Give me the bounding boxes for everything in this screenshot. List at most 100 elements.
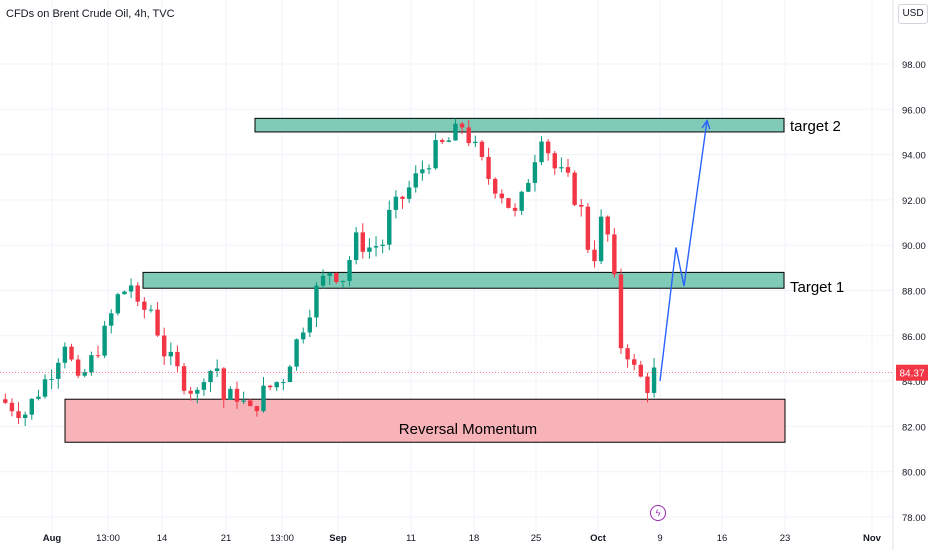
candle (360, 223, 365, 259)
candle (632, 353, 637, 371)
zone-label-target-2: target 2 (790, 118, 841, 135)
candle-body (559, 167, 564, 169)
candle-body (367, 247, 372, 252)
candle-body (307, 317, 313, 333)
candle-body (327, 272, 332, 276)
candle-body (360, 232, 365, 252)
candle (572, 170, 577, 207)
candle-body (406, 187, 412, 199)
candle-body (651, 367, 657, 393)
label-layer: Reversal Momentum Target 1 target 2 (399, 118, 844, 438)
candle-body (89, 355, 94, 373)
economic-event-icon[interactable]: ϟ (650, 505, 666, 521)
candle (208, 370, 213, 393)
candle-body (102, 325, 107, 356)
chart-title: CFDs on Brent Crude Oil, 4h, TVC (6, 8, 175, 20)
x-tick-label: 11 (406, 533, 416, 544)
candle-body (135, 285, 140, 302)
projection-layer (659, 119, 711, 382)
candle-body (3, 399, 8, 403)
candle-body (301, 332, 306, 340)
candle-body (479, 141, 485, 157)
candle (22, 411, 28, 426)
candle (585, 203, 591, 254)
candle-body (181, 366, 187, 391)
candle-body (393, 196, 399, 210)
candle-body (128, 285, 134, 292)
candle-body (506, 198, 511, 208)
candle (115, 292, 121, 316)
candle (294, 338, 299, 371)
candle-body (334, 272, 339, 283)
candle-body (466, 127, 471, 144)
candle-body (512, 207, 518, 211)
candle-body (287, 366, 293, 383)
candle (486, 147, 491, 185)
candle-body (16, 411, 21, 419)
x-tick-label: 21 (221, 533, 232, 544)
candle-body (598, 216, 604, 262)
candle-body (95, 355, 101, 357)
candle-body (420, 169, 425, 174)
x-tick-label: 25 (531, 533, 542, 544)
candle (334, 272, 339, 284)
candle-body (168, 351, 174, 357)
candle-body (400, 196, 405, 199)
candle-body (208, 370, 213, 383)
candle (625, 344, 630, 368)
candle (49, 369, 54, 390)
candle-body (62, 346, 68, 363)
candle (314, 282, 319, 327)
candle-body (122, 291, 127, 295)
candle-body (446, 140, 452, 142)
candle-body (347, 260, 352, 281)
candle-body (453, 123, 458, 141)
candle-body (572, 172, 577, 205)
candle-body (579, 204, 584, 207)
candle-body (638, 364, 644, 377)
candle (499, 189, 505, 204)
candle (466, 119, 471, 147)
candle-body (42, 379, 48, 397)
candle (512, 203, 518, 217)
candle-body (82, 372, 87, 376)
candle (221, 367, 226, 408)
x-tick-label: 16 (717, 533, 728, 544)
candle (3, 393, 8, 404)
candle (565, 158, 571, 177)
candle (638, 360, 644, 378)
candle-body (585, 206, 591, 250)
candle (605, 215, 610, 242)
candle (347, 256, 352, 287)
candle-body (109, 313, 114, 326)
candle (400, 195, 405, 209)
candle-body (380, 244, 385, 247)
candle (228, 386, 233, 401)
zone-label-target-1: Target 1 (790, 279, 844, 296)
candle-body (320, 275, 326, 286)
candle (413, 165, 418, 193)
x-tick-label: 13:00 (96, 533, 120, 544)
candle (539, 136, 544, 166)
candle (248, 398, 253, 407)
candle (181, 362, 187, 395)
candle-body (426, 168, 432, 170)
candle-body (492, 178, 498, 194)
candle (340, 280, 346, 289)
candle (618, 268, 624, 354)
candle-body (29, 398, 34, 415)
candle-body (69, 346, 74, 360)
candle-body (625, 348, 630, 360)
currency-button[interactable]: USD (898, 4, 928, 24)
grid-layer (0, 0, 893, 538)
x-tick-label: 14 (157, 533, 168, 544)
candle (459, 121, 465, 135)
x-tick-label: Aug (43, 533, 62, 544)
candle (175, 345, 180, 372)
last-price-tag (896, 364, 928, 381)
candle (69, 343, 74, 362)
candle (95, 345, 101, 359)
candle-body (115, 294, 121, 314)
